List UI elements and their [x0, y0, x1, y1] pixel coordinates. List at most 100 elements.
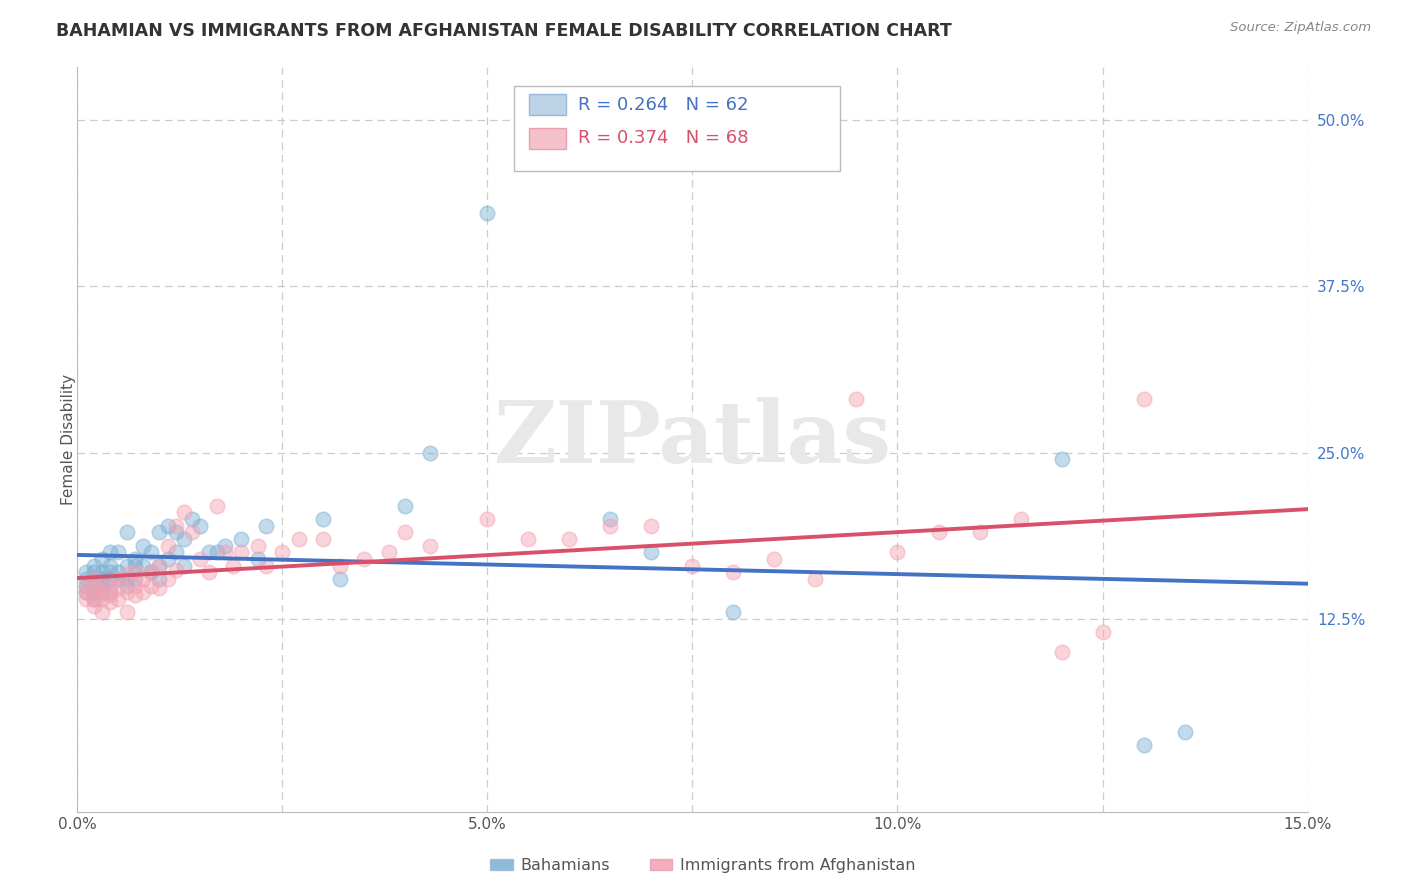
- Point: [148, 572, 170, 586]
- Point: [75, 572, 97, 586]
- Point: [1091, 625, 1114, 640]
- Point: [419, 539, 441, 553]
- Point: [599, 512, 621, 526]
- Point: [90, 566, 114, 580]
- Text: R = 0.264   N = 62: R = 0.264 N = 62: [578, 95, 748, 114]
- Point: [83, 572, 105, 586]
- Point: [329, 558, 352, 573]
- Point: [1174, 725, 1197, 739]
- FancyBboxPatch shape: [529, 128, 565, 149]
- Point: [90, 572, 114, 586]
- Point: [378, 545, 401, 559]
- Point: [98, 558, 121, 573]
- Point: [132, 558, 155, 573]
- Point: [353, 552, 375, 566]
- Point: [141, 566, 163, 580]
- Y-axis label: Female Disability: Female Disability: [62, 374, 76, 505]
- Point: [197, 566, 219, 580]
- Point: [165, 518, 187, 533]
- Point: [75, 579, 97, 593]
- Point: [83, 572, 105, 586]
- Point: [90, 572, 114, 586]
- Point: [181, 525, 204, 540]
- Point: [1132, 392, 1154, 407]
- Point: [148, 582, 170, 596]
- Point: [107, 545, 129, 559]
- Text: Source: ZipAtlas.com: Source: ZipAtlas.com: [1230, 21, 1371, 34]
- Point: [156, 552, 179, 566]
- Point: [1132, 738, 1154, 752]
- FancyBboxPatch shape: [529, 95, 565, 115]
- Point: [231, 545, 253, 559]
- Point: [75, 585, 97, 599]
- Point: [1050, 452, 1073, 467]
- Point: [115, 605, 138, 619]
- Point: [115, 558, 138, 573]
- Point: [98, 585, 121, 599]
- Text: BAHAMIAN VS IMMIGRANTS FROM AFGHANISTAN FEMALE DISABILITY CORRELATION CHART: BAHAMIAN VS IMMIGRANTS FROM AFGHANISTAN …: [56, 22, 952, 40]
- Point: [312, 532, 335, 546]
- Point: [83, 566, 105, 580]
- Point: [115, 568, 138, 582]
- Text: ZIPatlas: ZIPatlas: [494, 397, 891, 482]
- Point: [156, 539, 179, 553]
- Point: [124, 572, 146, 586]
- Point: [329, 572, 352, 586]
- Point: [173, 558, 195, 573]
- Point: [141, 545, 163, 559]
- Point: [845, 392, 868, 407]
- Point: [107, 566, 129, 580]
- Point: [90, 585, 114, 599]
- Point: [763, 552, 786, 566]
- Point: [107, 572, 129, 586]
- Point: [231, 532, 253, 546]
- Point: [165, 525, 187, 540]
- Point: [132, 539, 155, 553]
- Point: [124, 558, 146, 573]
- Point: [173, 532, 195, 546]
- Point: [288, 532, 311, 546]
- Point: [115, 525, 138, 540]
- Point: [723, 566, 745, 580]
- Text: R = 0.374   N = 68: R = 0.374 N = 68: [578, 129, 748, 147]
- Point: [156, 518, 179, 533]
- Point: [107, 572, 129, 586]
- Point: [124, 579, 146, 593]
- Point: [148, 558, 170, 573]
- Point: [141, 566, 163, 580]
- Point: [246, 539, 269, 553]
- Point: [98, 545, 121, 559]
- Point: [205, 545, 228, 559]
- Point: [148, 525, 170, 540]
- Point: [254, 518, 277, 533]
- Point: [90, 579, 114, 593]
- Point: [156, 572, 179, 586]
- Point: [394, 499, 416, 513]
- Legend: Bahamians, Immigrants from Afghanistan: Bahamians, Immigrants from Afghanistan: [484, 852, 922, 880]
- Point: [723, 605, 745, 619]
- Point: [640, 518, 662, 533]
- Point: [246, 552, 269, 566]
- Point: [804, 572, 827, 586]
- Point: [928, 525, 950, 540]
- Point: [419, 445, 441, 459]
- Point: [98, 572, 121, 586]
- Point: [98, 594, 121, 608]
- Point: [115, 585, 138, 599]
- Point: [107, 582, 129, 596]
- Point: [115, 579, 138, 593]
- Point: [141, 579, 163, 593]
- Point: [83, 591, 105, 606]
- Point: [83, 582, 105, 596]
- Point: [214, 545, 236, 559]
- Point: [165, 545, 187, 559]
- Point: [205, 499, 228, 513]
- Point: [599, 518, 621, 533]
- Point: [75, 579, 97, 593]
- Point: [98, 566, 121, 580]
- Point: [969, 525, 991, 540]
- Point: [1050, 645, 1073, 659]
- Point: [132, 572, 155, 586]
- Point: [682, 558, 704, 573]
- FancyBboxPatch shape: [515, 86, 841, 171]
